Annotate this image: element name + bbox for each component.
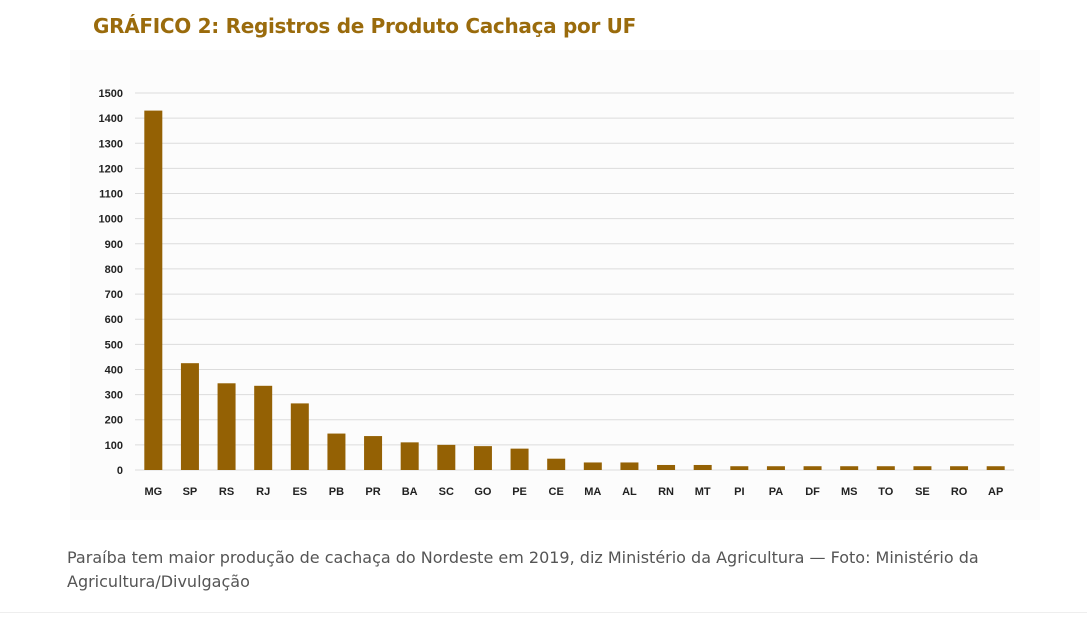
x-tick-label: MA [584, 486, 601, 498]
x-tick-label: SC [439, 486, 454, 498]
bar-pr [364, 436, 383, 470]
y-tick-label: 1500 [99, 88, 123, 100]
y-tick-label: 100 [105, 440, 123, 452]
x-tick-label: RJ [256, 486, 270, 498]
x-tick-label: CE [549, 486, 564, 498]
x-tick-label: RN [658, 486, 674, 498]
bar-ms [840, 466, 859, 470]
y-tick-label: 400 [105, 364, 123, 376]
x-tick-label: MS [841, 486, 858, 498]
x-tick-label: SP [183, 486, 198, 498]
y-tick-label: 200 [105, 415, 123, 427]
y-tick-label: 700 [105, 289, 123, 301]
y-tick-label: 1400 [99, 113, 123, 125]
bar-to [876, 466, 895, 470]
x-tick-label: PE [512, 486, 527, 498]
x-tick-label: PI [734, 486, 744, 498]
bottom-divider [0, 612, 1087, 613]
bar-pb [327, 433, 346, 470]
chart-title: GRÁFICO 2: Registros de Produto Cachaça … [93, 14, 636, 38]
x-tick-label: GO [474, 486, 492, 498]
bar-sc [437, 444, 456, 470]
bar-se [913, 466, 932, 470]
bar-go [473, 446, 492, 470]
bar-pe [510, 448, 529, 470]
x-tick-label: MT [695, 486, 711, 498]
x-tick-label: PB [329, 486, 344, 498]
bar-pa [766, 466, 785, 470]
y-tick-label: 0 [117, 465, 123, 477]
x-tick-label: MG [144, 486, 162, 498]
bar-ap [986, 466, 1005, 470]
bar-chart: 0 100 200 300 400 500 600 700 800 900 1000 1100 1200… [99, 88, 1014, 498]
x-tick-label: RS [219, 486, 234, 498]
x-tick-label: TO [878, 486, 894, 498]
y-tick-label: 600 [105, 314, 123, 326]
bar-ro [950, 466, 969, 470]
bar-mg [144, 110, 163, 471]
bar-al [620, 462, 639, 470]
y-tick-label: 1200 [99, 163, 123, 175]
bar-ba [400, 442, 419, 470]
photo-caption: Paraíba tem maior produção de cachaça do… [67, 548, 979, 591]
y-tick-label: 900 [105, 239, 123, 251]
x-tick-label: BA [402, 486, 418, 498]
bar-df [803, 466, 822, 470]
y-tick-label: 1000 [99, 214, 123, 226]
bar-rj [254, 385, 273, 470]
bar-mt [693, 464, 712, 470]
x-tick-label: AL [622, 486, 637, 498]
y-tick-label: 500 [105, 339, 123, 351]
bar-rs [217, 383, 236, 470]
x-tick-label: DF [805, 486, 820, 498]
y-tick-label: 1300 [99, 138, 123, 150]
y-tick-label: 1100 [99, 189, 123, 201]
x-tick-label: PR [365, 486, 380, 498]
y-tick-label: 800 [105, 264, 123, 276]
bar-rn [657, 464, 676, 470]
bar-ce [547, 458, 566, 470]
bar-sp [180, 363, 199, 470]
y-tick-label: 300 [105, 390, 123, 402]
chart-area: 0 100 200 300 400 500 600 700 800 900 1000 1100 1200… [70, 50, 1040, 520]
x-tick-label: AP [988, 486, 1003, 498]
bar-es [290, 403, 309, 470]
bar-ma [583, 462, 602, 470]
x-tick-label: PA [769, 486, 784, 498]
bar-pi [730, 466, 749, 470]
x-tick-label: ES [292, 486, 307, 498]
x-tick-label: RO [951, 486, 968, 498]
x-tick-label: SE [915, 486, 930, 498]
